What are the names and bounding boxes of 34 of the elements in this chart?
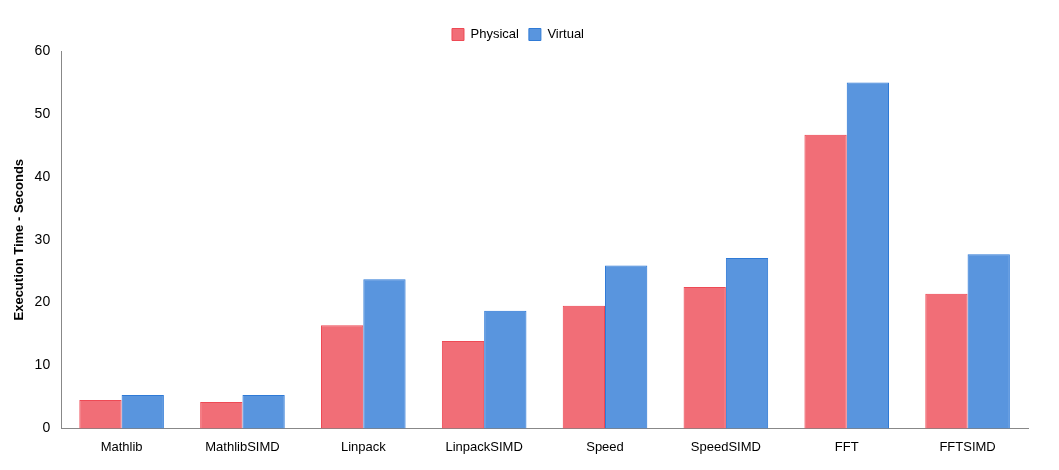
y-axis-title: Execution Time - Seconds <box>11 158 27 321</box>
x-tick-label: Speed <box>586 438 624 454</box>
bar <box>968 255 1009 429</box>
legend-label: Virtual <box>547 26 585 42</box>
x-tick-label: MathlibSIMD <box>205 438 280 454</box>
bar <box>242 395 285 429</box>
bar <box>321 325 364 429</box>
y-tick-label: 0 <box>42 419 51 436</box>
bar <box>364 280 405 429</box>
x-tick-label: Mathlib <box>100 438 143 454</box>
x-tick-label: SpeedSIMD <box>690 438 761 454</box>
legend-label: Physical <box>470 26 520 42</box>
y-tick-label: 20 <box>34 293 51 310</box>
x-tick-label: FFT <box>834 438 859 454</box>
bar <box>805 135 846 429</box>
y-tick-label: 60 <box>34 41 51 58</box>
y-tick-label: 30 <box>34 230 51 247</box>
bar <box>605 265 648 429</box>
x-tick-label: FFTSIMD <box>939 438 996 454</box>
bar <box>484 310 527 429</box>
bar <box>79 400 122 429</box>
bar <box>725 257 769 429</box>
bar <box>441 340 485 429</box>
bar <box>200 401 243 429</box>
y-tick-label: 50 <box>34 104 51 121</box>
bar <box>683 286 726 429</box>
y-tick-label: 40 <box>34 167 51 184</box>
y-tick-label: 10 <box>34 356 51 373</box>
bar <box>562 305 606 429</box>
bar <box>121 395 164 429</box>
bar <box>925 293 968 429</box>
x-tick-label: Linpack <box>340 438 387 454</box>
x-tick-label: LinpackSIMD <box>445 438 523 454</box>
bar <box>846 82 890 429</box>
